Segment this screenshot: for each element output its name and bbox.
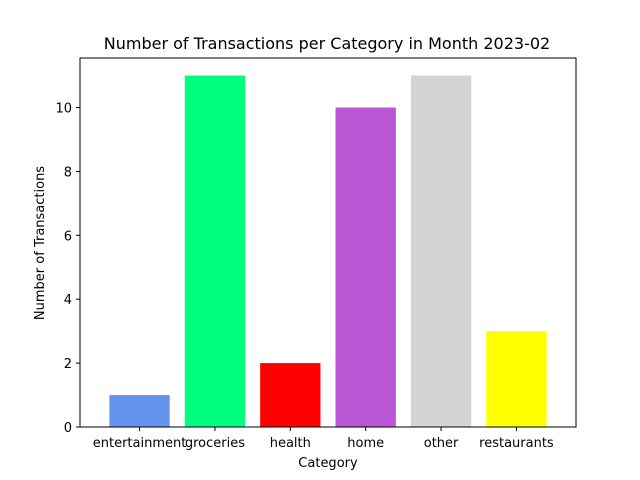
plot-frame <box>79 57 577 428</box>
y-tick-label: 10 <box>55 102 72 117</box>
y-axis-ticks: 0 2 4 6 8 10 <box>55 102 80 436</box>
y-tick-label: 6 <box>64 229 72 244</box>
y-tick-label: 0 <box>64 421 72 436</box>
bar-home <box>335 107 396 428</box>
bar-groceries <box>184 75 246 428</box>
x-tick-label: home <box>347 436 384 451</box>
bar-health <box>260 363 321 427</box>
y-tick-label: 4 <box>64 293 72 308</box>
bars-group <box>109 75 547 428</box>
x-tick-label: other <box>424 436 459 451</box>
bar-entertainment <box>109 395 170 427</box>
y-axis-label: Number of Transactions <box>33 166 48 320</box>
x-tick-label: groceries <box>185 436 245 451</box>
x-tick-label: entertainment <box>93 436 187 451</box>
y-tick-label: 8 <box>64 165 72 180</box>
chart-title: Number of Transactions per Category in M… <box>104 34 550 53</box>
x-tick-label: restaurants <box>479 436 554 451</box>
bar-restaurants <box>486 331 547 427</box>
y-tick-label: 2 <box>64 357 72 372</box>
x-axis-label: Category <box>298 456 358 471</box>
x-tick-label: health <box>270 436 311 451</box>
bar-other <box>410 75 472 428</box>
